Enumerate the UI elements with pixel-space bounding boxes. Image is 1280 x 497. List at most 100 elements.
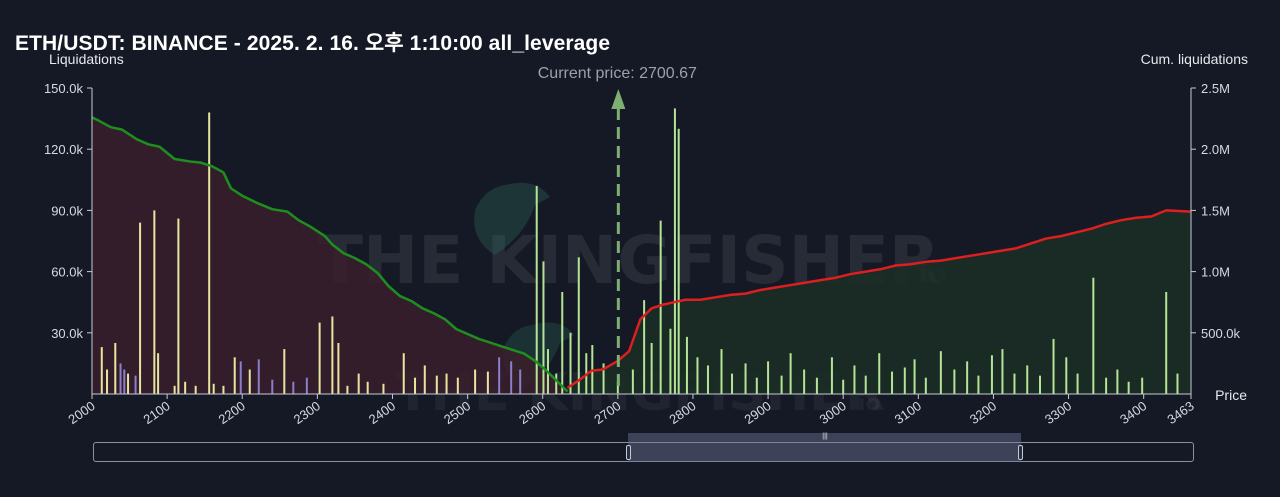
liquidation-bar — [292, 381, 295, 394]
y-left-tick-label: 120.0k — [44, 142, 84, 157]
liquidation-bar — [456, 377, 459, 394]
liquidation-bar — [194, 385, 197, 394]
liquidation-bar — [366, 381, 369, 394]
liquidation-bar — [248, 369, 251, 394]
liquidation-bar — [127, 373, 130, 394]
y-right-tick-label: 1.0M — [1201, 265, 1230, 280]
liquidation-bar — [953, 369, 956, 394]
liquidation-bar — [119, 363, 122, 394]
y-left-tick-label: 150.0k — [44, 81, 84, 96]
y-right-tick-label: 1.5M — [1201, 203, 1230, 218]
liquidation-bar — [331, 316, 334, 394]
liquidation-bar — [423, 365, 426, 394]
short-liquidation-fill — [92, 117, 568, 394]
liquidation-bar — [643, 300, 646, 394]
liquidation-bar — [542, 261, 545, 394]
liquidation-bar — [414, 377, 417, 394]
liquidation-bar — [305, 377, 308, 394]
liquidation-bar — [830, 357, 833, 394]
y-axis-left-title: Liquidations — [49, 51, 124, 67]
y-left-tick-label: 90.0k — [51, 203, 83, 218]
current-price-marker: Current price: 2700.67 — [538, 65, 697, 394]
liquidation-bar — [139, 222, 142, 394]
liquidation-bar — [535, 185, 538, 394]
current-price-label: Current price: 2700.67 — [538, 65, 697, 82]
x-tick-label: 2200 — [216, 398, 248, 427]
liquidation-bar — [153, 210, 156, 394]
liquidation-bar — [114, 343, 117, 394]
liquidation-bar — [435, 375, 438, 394]
liquidation-bar — [990, 355, 993, 394]
liquidation-bar — [720, 349, 723, 394]
range-slider-right-handle[interactable] — [1018, 445, 1023, 460]
watermark-suffix: io — [858, 391, 881, 416]
range-slider-window[interactable] — [628, 433, 1021, 462]
liquidation-bar — [1127, 381, 1130, 394]
liquidation-bar — [673, 108, 676, 395]
liquidation-bar — [685, 336, 688, 394]
liquidation-bar — [1116, 369, 1119, 394]
liquidation-bar — [669, 328, 672, 394]
long-liquidation-fill — [567, 210, 1191, 394]
liquidation-bar — [789, 353, 792, 394]
liquidation-bar — [346, 385, 349, 394]
liquidation-bar — [780, 375, 783, 394]
liquidation-bar — [878, 353, 881, 394]
liquidation-bar — [650, 343, 653, 394]
liquidation-bar — [134, 375, 137, 394]
cumulative-lines — [91, 116, 1192, 393]
liquidation-bar — [157, 353, 160, 394]
liquidation-bar — [208, 112, 211, 394]
range-slider-left-handle[interactable] — [626, 445, 631, 460]
liquidation-bar — [486, 371, 489, 394]
x-tick-label: 3400 — [1117, 398, 1149, 427]
x-tick-label: 2000 — [65, 398, 97, 427]
liquidation-bar — [1052, 338, 1055, 394]
liquidation-bar — [913, 359, 916, 394]
liquidation-bar — [337, 343, 340, 394]
liquidation-bar — [445, 373, 448, 394]
liquidation-bar — [1141, 377, 1144, 394]
liquidation-bar — [616, 381, 619, 394]
liquidation-bar — [631, 369, 634, 394]
grip-lines-icon[interactable]: ||| — [822, 433, 828, 440]
cumulative-fill-areas — [92, 117, 1191, 394]
liquidation-bar — [382, 383, 385, 394]
liquidation-bar — [177, 218, 180, 394]
liquidation-bar — [977, 375, 980, 394]
liquidation-bar — [602, 363, 605, 394]
liquidation-bar — [1076, 373, 1079, 394]
liquidation-bar — [924, 377, 927, 394]
liquidation-bar — [1092, 277, 1095, 394]
x-tick-label: 2300 — [291, 398, 323, 427]
liquidation-bar — [257, 359, 260, 394]
liquidation-bar — [239, 361, 242, 394]
liquidation-bar — [1165, 292, 1168, 394]
liquidation-bar — [706, 365, 709, 394]
liquidation-bar — [561, 292, 564, 394]
liquidation-bar — [1176, 373, 1179, 394]
liquidation-bar — [803, 369, 806, 394]
liquidation-bar — [474, 369, 477, 394]
liquidation-bar — [569, 332, 572, 394]
liquidation-bar — [577, 257, 580, 394]
cum-short-line — [91, 116, 569, 393]
liquidation-bar — [519, 369, 522, 394]
x-tick-label: 3200 — [967, 398, 999, 427]
liquidation-bar — [184, 381, 187, 394]
kingfisher-bird-icon — [474, 182, 550, 255]
liquidation-bar — [755, 377, 758, 394]
chart-title: ETH/USDT: BINANCE - 2025. 2. 16. 오후 1:10… — [15, 32, 611, 55]
y-right-tick-label: 2.5M — [1201, 81, 1230, 96]
y-axis-right-title: Cum. liquidations — [1141, 51, 1248, 67]
liquidation-bar — [842, 379, 845, 394]
liquidation-bar — [123, 369, 126, 394]
x-tick-label: 3100 — [892, 398, 924, 427]
liquidation-bar — [864, 375, 867, 394]
liquidation-bar — [233, 357, 236, 394]
range-slider-track[interactable] — [93, 442, 1194, 462]
liquidation-bar — [402, 353, 405, 394]
liquidation-bar — [222, 385, 225, 394]
liquidation-bar — [212, 383, 215, 394]
